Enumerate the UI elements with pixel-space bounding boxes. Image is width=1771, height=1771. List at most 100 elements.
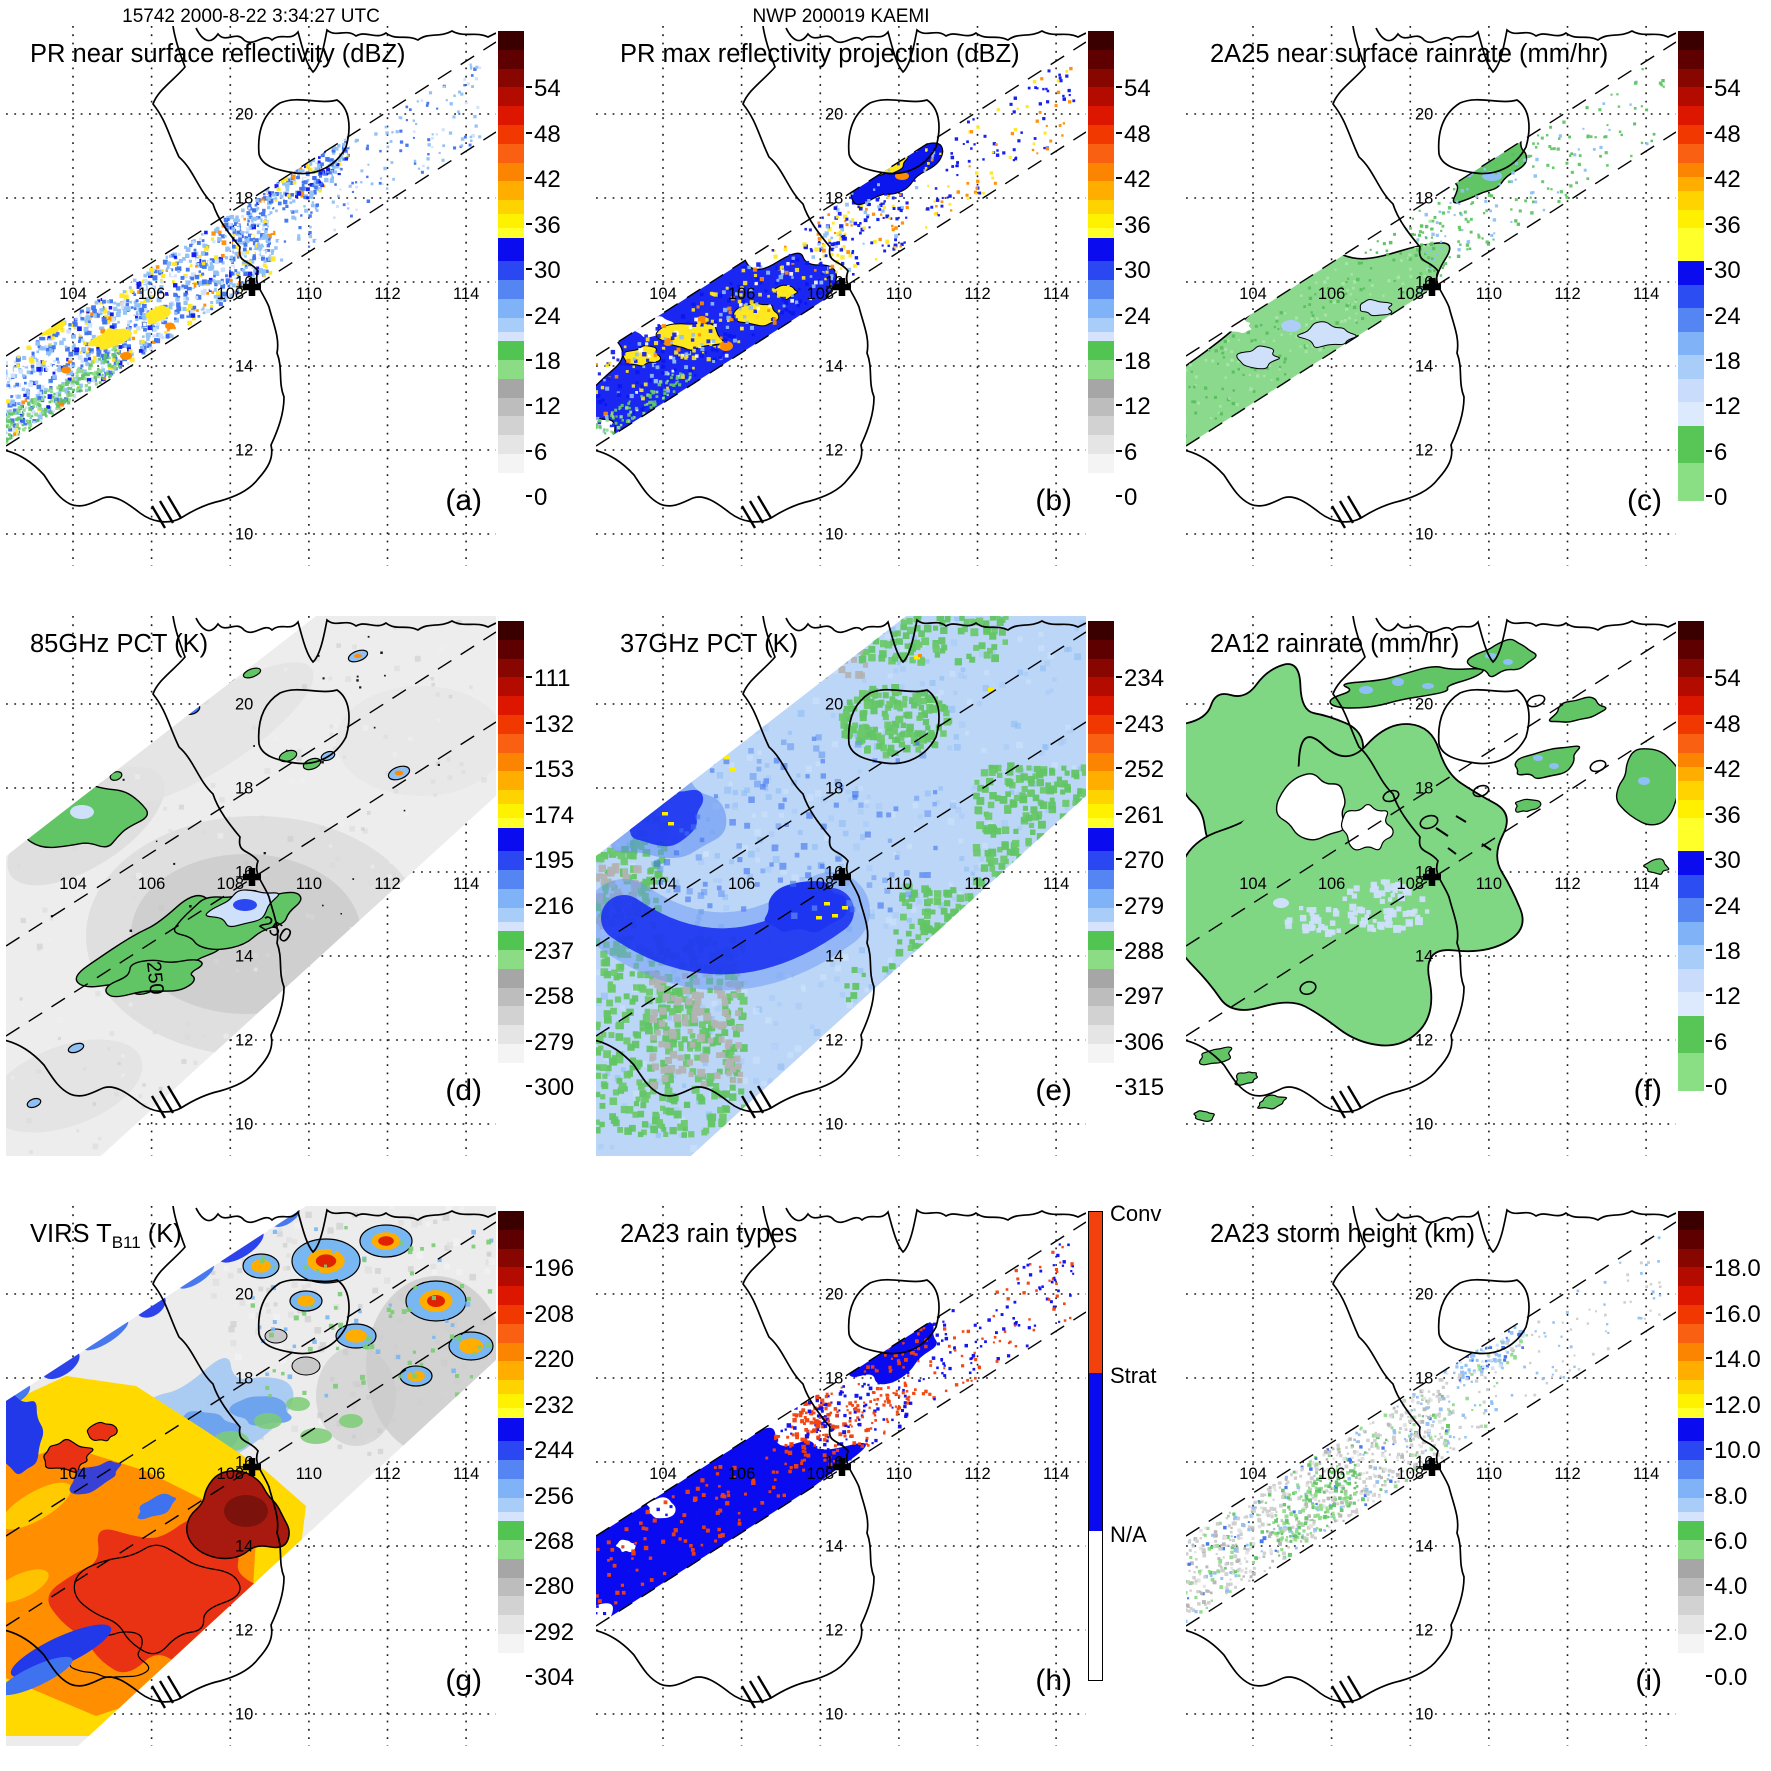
coastline bbox=[596, 616, 1086, 1119]
svg-text:20: 20 bbox=[235, 106, 253, 124]
panel-letter: (h) bbox=[1035, 1664, 1072, 1697]
colorbar-tick-label: 153 bbox=[534, 756, 575, 784]
panel-letter: (b) bbox=[1035, 484, 1072, 517]
latlon-grid bbox=[1186, 616, 1676, 1156]
colorbar-tick bbox=[1706, 404, 1712, 407]
colorbar-e bbox=[1088, 621, 1114, 1091]
svg-text:12: 12 bbox=[235, 1032, 253, 1050]
colorbar-tick-label: 6 bbox=[534, 438, 548, 466]
svg-text:12: 12 bbox=[235, 442, 253, 460]
colorbar-tick bbox=[1706, 1629, 1712, 1632]
colorbar-tick-label: N/A bbox=[1110, 1522, 1147, 1548]
svg-text:10: 10 bbox=[235, 1116, 253, 1134]
panel-letter: (e) bbox=[1035, 1074, 1072, 1107]
scan-time-header: 15742 2000-8-22 3:34:27 UTC bbox=[122, 6, 380, 27]
colorbar-tick bbox=[1706, 177, 1712, 180]
colorbar-tick bbox=[1116, 131, 1122, 134]
colorbar-b bbox=[1088, 31, 1114, 501]
colorbar-tick-label: 36 bbox=[534, 211, 561, 239]
colorbar-tick-label: 111 bbox=[534, 665, 571, 693]
colorbar-tick-label: 0 bbox=[1714, 1074, 1728, 1102]
colorbar-tick-label: 54 bbox=[1124, 75, 1151, 103]
colorbar-tick-label: 12 bbox=[534, 393, 561, 421]
colorbar-tick bbox=[526, 1402, 532, 1405]
colorbar-tick bbox=[1116, 994, 1122, 997]
storm-center-cross bbox=[1423, 278, 1441, 296]
latlon-grid bbox=[1186, 26, 1676, 566]
swath-edge-lines bbox=[1186, 631, 1676, 1037]
colorbar-tick bbox=[526, 1629, 532, 1632]
colorbar-tick bbox=[1706, 1584, 1712, 1587]
svg-text:112: 112 bbox=[1554, 285, 1580, 303]
colorbar-tick-label: 6 bbox=[1124, 438, 1138, 466]
colorbar-tick bbox=[1706, 86, 1712, 89]
colorbar-tick-label: 48 bbox=[1714, 710, 1741, 738]
colorbar-tick bbox=[526, 1266, 532, 1269]
colorbar-tick bbox=[526, 994, 532, 997]
colorbar-tick bbox=[526, 1311, 532, 1314]
colorbar-tick bbox=[1706, 1493, 1712, 1496]
svg-text:108: 108 bbox=[807, 285, 835, 303]
colorbar-tick-label: 48 bbox=[1124, 120, 1151, 148]
colorbar-tick bbox=[526, 903, 532, 906]
colorbar-tick-label: 42 bbox=[1714, 756, 1741, 784]
svg-text:112: 112 bbox=[374, 285, 400, 303]
colorbar-tick bbox=[526, 676, 532, 679]
colorbar-tick-label: 244 bbox=[534, 1437, 575, 1465]
panel-title: VIRS TB11 (K) bbox=[30, 1220, 182, 1252]
colorbar-tick-label: 243 bbox=[1124, 710, 1165, 738]
colorbar-tick-label: 12 bbox=[1714, 983, 1741, 1011]
colorbar-tick-label: 2.0 bbox=[1714, 1618, 1748, 1646]
swath-edge-lines bbox=[6, 1221, 496, 1627]
colorbar-tick bbox=[526, 858, 532, 861]
colorbar-tick-label: 10.0 bbox=[1714, 1437, 1761, 1465]
colorbar-tick bbox=[1116, 495, 1122, 498]
colorbar-tick-label: 18 bbox=[1714, 938, 1741, 965]
latlon-grid bbox=[6, 26, 496, 566]
svg-text:114: 114 bbox=[453, 875, 479, 893]
colorbar-tick bbox=[1116, 858, 1122, 861]
colorbar-tick-label: 315 bbox=[1124, 1074, 1165, 1102]
colorbar-tick-label: 24 bbox=[534, 302, 561, 330]
colorbar-tick-label: 258 bbox=[534, 983, 575, 1011]
panel-title: PR near surface reflectivity (dBZ) bbox=[30, 40, 406, 68]
colorbar-tick-label: 297 bbox=[1124, 983, 1165, 1011]
panel-title: 85GHz PCT (K) bbox=[30, 630, 208, 658]
colorbar-tick bbox=[526, 268, 532, 271]
colorbar-tick-label: 42 bbox=[1714, 166, 1741, 194]
colorbar-tick-label: 306 bbox=[1124, 1028, 1165, 1056]
colorbar-tick bbox=[1706, 1357, 1712, 1360]
svg-text:106: 106 bbox=[1318, 285, 1346, 303]
svg-text:18: 18 bbox=[1415, 190, 1433, 208]
colorbar-tick bbox=[1116, 449, 1122, 452]
colorbar-tick bbox=[526, 1675, 532, 1678]
colorbar-tick bbox=[526, 1085, 532, 1088]
colorbar-tick-label: 14.0 bbox=[1714, 1346, 1761, 1374]
colorbar-tick-label: 0 bbox=[534, 484, 548, 512]
colorbar-tick bbox=[1116, 404, 1122, 407]
colorbar-tick-label: 0 bbox=[1714, 484, 1728, 512]
colorbar-tick-label: 6 bbox=[1714, 1028, 1728, 1056]
storm-center-cross bbox=[243, 868, 261, 886]
svg-text:14: 14 bbox=[235, 948, 253, 966]
panel-title: 2A23 rain types bbox=[620, 1220, 797, 1248]
colorbar-tick-label: 12.0 bbox=[1714, 1391, 1761, 1419]
colorbar-tick bbox=[526, 131, 532, 134]
svg-text:112: 112 bbox=[964, 285, 990, 303]
colorbar-tick bbox=[1116, 949, 1122, 951]
storm-center-cross bbox=[1423, 1458, 1441, 1476]
panel-b: NWP 200019 KAEMI 104 106 108 110 112 114 20 18 16… bbox=[590, 0, 1180, 590]
panel-letter: (c) bbox=[1627, 484, 1662, 517]
svg-text:106: 106 bbox=[138, 285, 166, 303]
colorbar-tick-label: 54 bbox=[534, 75, 561, 103]
colorbar-tick bbox=[1706, 994, 1712, 997]
colorbar-tick bbox=[526, 1039, 532, 1042]
svg-text:18: 18 bbox=[235, 780, 253, 798]
colorbar-tick bbox=[526, 495, 532, 498]
colorbar-tick-label: 48 bbox=[534, 120, 561, 148]
colorbar-tick-label: 24 bbox=[1714, 302, 1741, 330]
colorbar-tick-label: 24 bbox=[1124, 302, 1151, 330]
